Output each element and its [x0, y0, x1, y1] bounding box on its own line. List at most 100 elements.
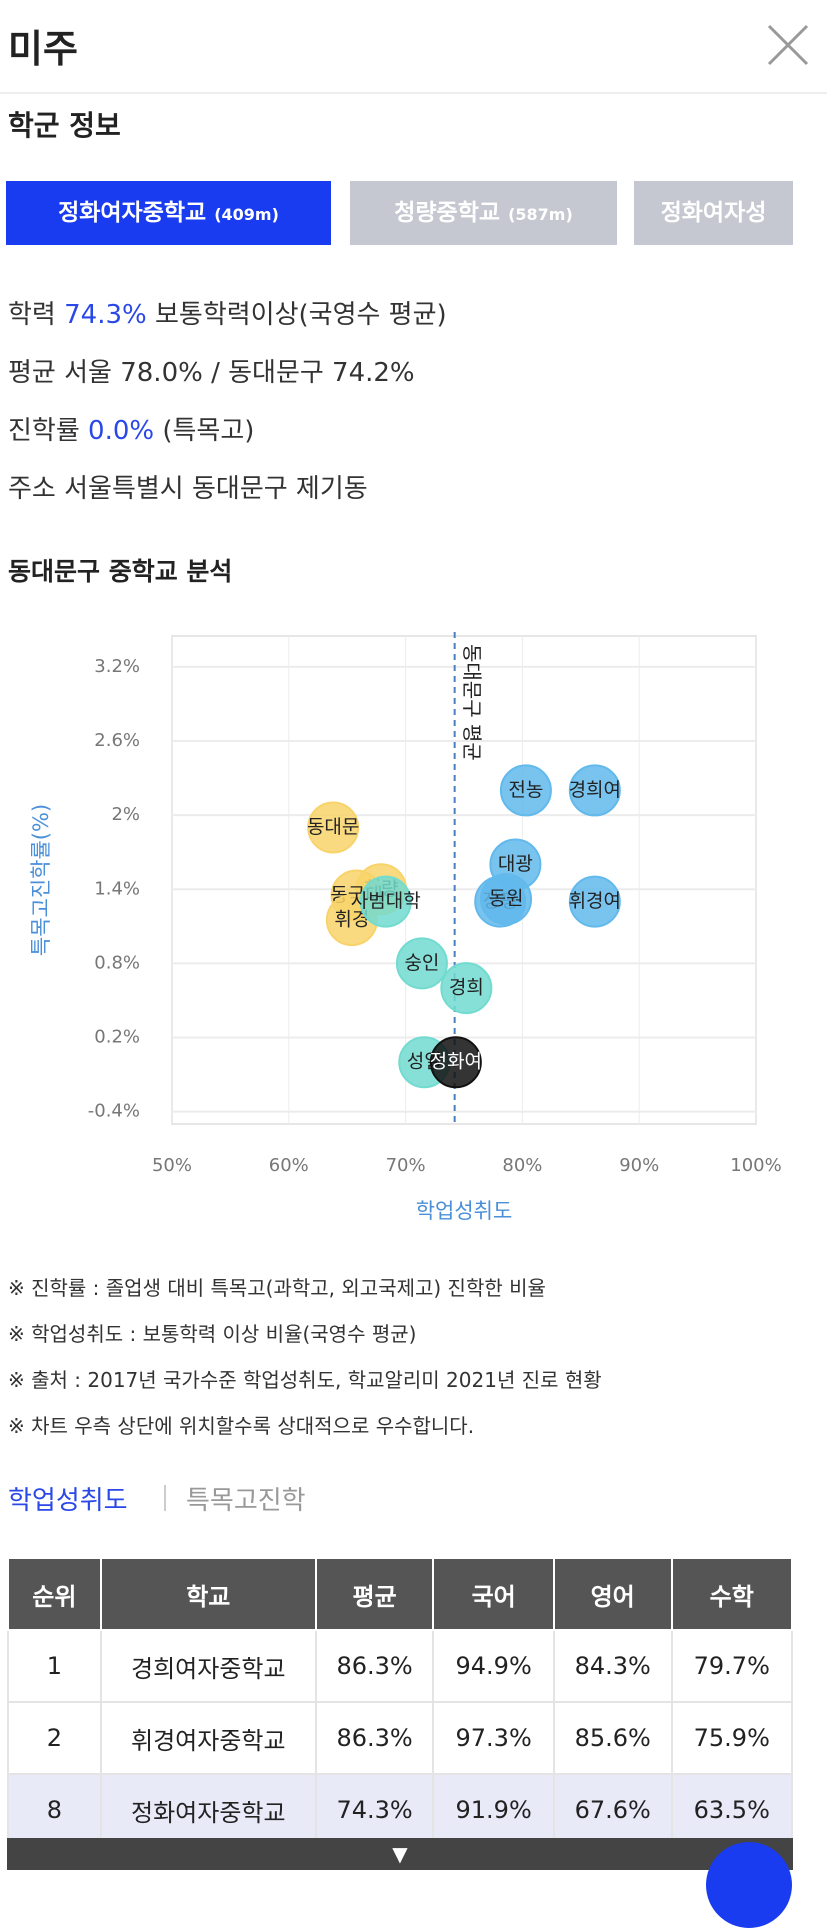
table-tab[interactable]: 학업성취도: [8, 1486, 128, 1516]
note: ※ 차트 우측 상단에 위치할수록 상대적으로 우수합니다.: [8, 1414, 475, 1438]
table-cell: 67.6%: [552, 1773, 673, 1847]
tab-distance: (409m): [214, 205, 279, 224]
x-tick-label: 90%: [619, 1155, 659, 1176]
table-tab[interactable]: 특목고진학: [186, 1486, 306, 1516]
more-button[interactable]: ▼: [7, 1838, 793, 1870]
tab-distance: (587m): [508, 205, 573, 224]
data-point: [359, 875, 412, 928]
y-tick-label: 2%: [111, 804, 140, 825]
divider: [0, 92, 827, 94]
table-cell: 휘경여자중학교: [99, 1701, 317, 1775]
tab-name: 정화여자중학교: [58, 200, 207, 226]
column-header: 영어: [552, 1557, 673, 1631]
x-tick-label: 80%: [502, 1155, 542, 1176]
column-header: 수학: [670, 1557, 793, 1631]
column-header: 평균: [314, 1557, 435, 1631]
info-line: 학력 74.3% 보통학력이상(국영수 평균): [8, 294, 447, 331]
table-cell: 75.9%: [670, 1701, 793, 1775]
table-cell: 91.9%: [432, 1773, 555, 1847]
floating-button[interactable]: [706, 1842, 792, 1928]
point-label: 동원: [489, 888, 524, 910]
table-header: 순위 학교 평균 국어 영어 수학: [7, 1557, 793, 1631]
info-line: 평균 서울 78.0% / 동대문구 74.2%: [8, 352, 415, 389]
tab-name: 청량중학교: [394, 200, 501, 226]
x-tick-label: 60%: [269, 1155, 309, 1176]
column-header: 순위: [7, 1557, 102, 1631]
page-title: 미주: [8, 27, 78, 71]
x-tick-label: 70%: [386, 1155, 426, 1176]
ranking-table: 순위 학교 평균 국어 영어 수학 1 경희여자중학교 86.3% 94.9% 84.3% 79.7%…: [7, 1557, 793, 1847]
y-tick-label: 0.8%: [94, 952, 140, 973]
page: 미주 학군 정보 정화여자중학교 (409m) 청량중학교 (587m) 정화여자성…: [0, 20, 827, 1928]
y-tick-label: -0.4%: [88, 1101, 140, 1122]
table-cell: 79.7%: [670, 1629, 793, 1703]
info-value: 74.3%: [64, 300, 147, 330]
table-cell: 97.3%: [432, 1701, 555, 1775]
point-label: 대광: [498, 853, 533, 875]
table-cell: 8: [7, 1773, 102, 1847]
point-label: 휘경여: [569, 890, 621, 912]
info-line: 진학률 0.0% (특목고): [8, 410, 254, 447]
table-row: 8 정화여자중학교 74.3% 91.9% 67.6% 63.5%: [7, 1773, 793, 1847]
school-tab[interactable]: 정화여자중학교 (409m): [6, 181, 331, 245]
info-value: 0.0%: [88, 416, 155, 446]
point-label: 경희여: [569, 779, 621, 801]
school-tab[interactable]: 청량중학교 (587m): [350, 181, 617, 245]
table-cell: 94.9%: [432, 1629, 555, 1703]
note: ※ 학업성취도 : 보통학력 이상 비율(국영수 평균): [8, 1322, 417, 1346]
info-label: 평균: [8, 358, 56, 388]
data-point: [568, 875, 621, 928]
info-text: 서울특별시 동대문구 제기동: [64, 474, 368, 504]
note: ※ 출처 : 2017년 국가수준 학업성취도, 학교알리미 2021년 진로 …: [8, 1368, 602, 1392]
point-label: 사범대학: [351, 890, 421, 912]
table-cell: 84.3%: [552, 1629, 673, 1703]
info-label: 학력: [8, 300, 56, 330]
tab-name: 정화여자성: [660, 200, 767, 226]
section-title: 학군 정보: [8, 109, 121, 142]
table-row: 2 휘경여자중학교 86.3% 97.3% 85.6% 75.9%: [7, 1701, 793, 1775]
table-cell: 85.6%: [552, 1701, 673, 1775]
y-axis-title: 특목고진학률(%): [29, 804, 53, 956]
info-text: 서울 78.0% / 동대문구 74.2%: [64, 358, 415, 388]
table-cell: 경희여자중학교: [99, 1629, 317, 1703]
data-point: [440, 962, 493, 1015]
point-label: 동대문: [307, 816, 359, 838]
x-axis-title: 학업성취도: [416, 1199, 513, 1223]
close-button[interactable]: [763, 20, 813, 70]
point-label: 정화여: [430, 1051, 482, 1073]
note: ※ 진학률 : 졸업생 대비 특목고(과학고, 외고국제고) 진학한 비율: [8, 1276, 546, 1300]
data-point: [499, 764, 552, 817]
scatter-chart: 3.2% 2.6% 2% 1.4% 0.8% 0.2% -0.4% 50% 60% 70% 80% 9…: [29, 632, 782, 1223]
tab-divider: [164, 1485, 166, 1511]
point-label: 휘경: [334, 909, 369, 931]
info-label: 주소: [8, 474, 56, 504]
y-tick-label: 3.2%: [94, 656, 140, 677]
table-cell: 정화여자중학교: [99, 1773, 317, 1847]
table-row: 1 경희여자중학교 86.3% 94.9% 84.3% 79.7%: [7, 1629, 793, 1703]
school-tab[interactable]: 정화여자성: [634, 181, 793, 245]
y-tick-label: 2.6%: [94, 730, 140, 751]
data-point: [307, 801, 360, 854]
table-cell: 63.5%: [670, 1773, 793, 1847]
table-cell: 1: [7, 1629, 102, 1703]
info-line: 주소 서울특별시 동대문구 제기동: [8, 468, 368, 505]
point-label: 경희: [449, 977, 484, 999]
table-cell: 2: [7, 1701, 102, 1775]
point-label: 전농: [508, 779, 543, 801]
point-label: 숭인: [404, 952, 439, 974]
info-text: (특목고): [162, 416, 255, 446]
analysis-title: 동대문구 중학교 분석: [8, 557, 233, 586]
y-tick-label: 1.4%: [94, 878, 140, 899]
info-label: 진학률: [8, 416, 80, 446]
x-tick-label: 50%: [152, 1155, 192, 1176]
column-header: 학교: [99, 1557, 317, 1631]
data-point: [480, 873, 533, 926]
reference-label: 동대문구 평균: [460, 644, 484, 761]
data-point: [429, 1036, 482, 1089]
table-cell: 86.3%: [314, 1701, 435, 1775]
data-point: [568, 764, 621, 817]
y-tick-label: 0.2%: [94, 1027, 140, 1048]
x-tick-label: 100%: [730, 1155, 781, 1176]
data-point: [395, 937, 448, 990]
column-header: 국어: [432, 1557, 555, 1631]
